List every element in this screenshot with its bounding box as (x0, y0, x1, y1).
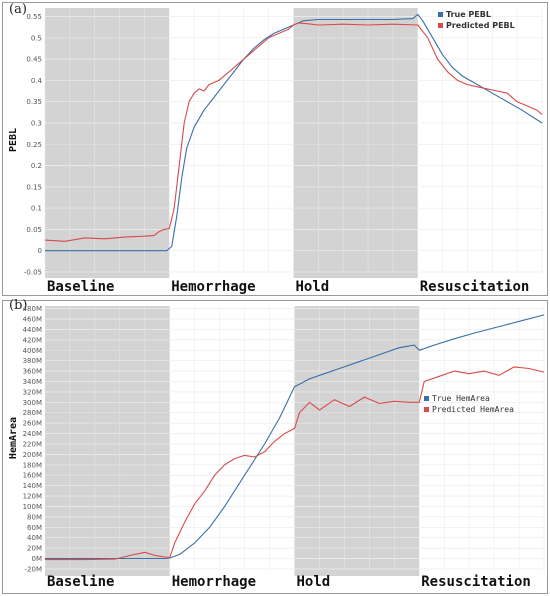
phase-shade (45, 306, 170, 576)
y-tick-label: 320M (23, 388, 42, 396)
y-tick-label: 0.2 (31, 162, 42, 170)
y-tick-label: 0.4 (31, 77, 43, 85)
legend-swatch (424, 407, 429, 412)
y-tick-label: 0.1 (31, 205, 42, 213)
legend-entry: Predicted PEBL (446, 21, 515, 30)
legend-swatch (438, 23, 443, 28)
panel-frame (2, 300, 548, 594)
y-tick-label: 0 (38, 247, 42, 255)
phase-shade (45, 8, 170, 278)
y-axis-label: HemArea (8, 417, 19, 459)
panel-label: (a) (9, 2, 27, 17)
chart-panel-b: (b) -20M 0M 20M 40M 60M 80M 100M 120M 140M 160M 18… (0, 298, 550, 596)
y-tick-label: 0.55 (26, 13, 42, 21)
panel-label: (b) (9, 298, 28, 313)
phase-label: Resuscitation (421, 574, 531, 590)
y-tick-label: 100M (23, 503, 42, 511)
y-tick-label: 340M (23, 378, 42, 386)
y-axis-label: PEBL (8, 128, 19, 152)
y-tick-label: 240M (23, 430, 42, 438)
legend-entry: True PEBL (446, 10, 491, 19)
y-tick-label: -20M (25, 565, 42, 573)
series-line (44, 22, 543, 242)
y-tick-label: 0.3 (31, 119, 42, 127)
y-tick-label: 0.35 (26, 98, 42, 106)
y-tick-label: 420M (23, 336, 42, 344)
legend-entry: True HemArea (432, 394, 490, 403)
phase-shade (294, 306, 420, 576)
y-tick-label: 180M (23, 461, 42, 469)
y-tick-label: 400M (23, 347, 42, 355)
y-tick-label: 300M (23, 399, 42, 407)
y-tick-label: 0.25 (26, 141, 42, 149)
legend-swatch (424, 396, 429, 401)
chart-panel-a: (a) -0.05 0 0.05 0.1 0.15 0.2 0.25 0.3 0.35 0.4 0.… (2, 2, 548, 296)
phase-label: Hold (297, 574, 331, 590)
y-tick-label: 0.5 (31, 34, 42, 42)
y-tick-label: 360M (23, 368, 42, 376)
phase-label: Resuscitation (420, 279, 530, 295)
phase-label: Hemorrhage (171, 279, 255, 295)
phase-label: Baseline (47, 574, 114, 590)
y-tick-label: 80M (27, 513, 42, 521)
legend-entry: Predicted HemArea (432, 405, 514, 414)
y-tick-label: 160M (23, 472, 42, 480)
phase-label: Baseline (47, 279, 114, 295)
y-tick-label: 220M (23, 440, 42, 448)
legend-swatch (438, 12, 443, 17)
series-line (45, 314, 545, 560)
phase-shade (293, 8, 418, 278)
series-line (45, 366, 545, 561)
y-tick-label: 280M (23, 409, 42, 417)
y-tick-label: -0.05 (24, 269, 42, 277)
y-tick-label: 140M (23, 482, 42, 490)
y-tick-label: 0.15 (26, 183, 42, 191)
panel-frame (2, 2, 548, 296)
y-tick-label: 200M (23, 451, 42, 459)
y-tick-label: 460M (23, 316, 42, 324)
y-tick-label: 120M (23, 493, 42, 501)
hemarea-chart: -20M 0M 20M 40M 60M 80M 100M 120M 140M 160M 180M 20… (8, 305, 545, 590)
y-tick-label: 260M (23, 420, 42, 428)
y-tick-label: 480M (23, 305, 42, 313)
y-tick-label: 20M (27, 545, 42, 553)
y-tick-label: 380M (23, 357, 42, 365)
phase-label: Hold (296, 279, 330, 295)
y-tick-label: 440M (23, 326, 42, 334)
y-tick-label: 0M (32, 555, 43, 563)
pebl-chart: -0.05 0 0.05 0.1 0.15 0.2 0.25 0.3 0.35 0.4 0.45 0.… (8, 8, 543, 295)
y-tick-label: 40M (27, 534, 42, 542)
y-tick-label: 60M (27, 524, 42, 532)
y-tick-label: 0.45 (26, 56, 42, 64)
phase-label: Hemorrhage (172, 574, 256, 590)
y-tick-label: 0.05 (26, 226, 42, 234)
